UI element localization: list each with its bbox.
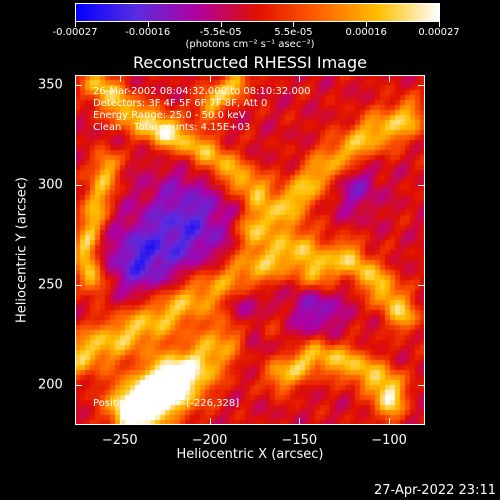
y-axis-tick [75,85,82,86]
y-axis-tick [418,185,425,186]
y-axis-tick [418,285,425,286]
x-axis-tick [389,418,391,425]
x-axis-tick [389,75,391,82]
colorbar-tick-label: 5.5e-05 [274,27,313,38]
x-tick-label: −100 [371,433,407,448]
x-tick-label: −200 [191,433,228,448]
colorbar-tick-label: -0.00027 [52,27,98,38]
colorbar-tick-label: 0.00027 [418,27,460,38]
colorbar-tick [75,22,76,27]
annotation-time-range: 26-Mar-2002 08:04:32.000 to 08:10:32.000 [93,86,311,97]
y-axis-label: Heliocentric Y (arcsec) [14,177,30,323]
annotation-energy-range: Energy Range: 25.0 - 50.0 keV [93,110,246,121]
x-axis-tick [299,418,301,425]
x-tick-label: −250 [102,433,138,448]
colorbar-tick-label: -0.00016 [125,27,171,38]
colorbar-tick [147,22,149,27]
y-axis-tick [75,285,82,286]
x-axis-tick [209,75,211,82]
colorbar-tick-label: 0.00016 [345,27,387,38]
footer-timestamp: 27-Apr-2022 23:11 [374,483,496,498]
annotation-peak-position: Position of Peak = [-226,328] [93,398,240,409]
y-axis-tick [75,185,82,186]
x-axis-tick [119,418,121,425]
colorbar-tick [220,22,222,27]
y-axis-tick [418,385,425,386]
x-axis-tick [299,75,301,82]
annotation-detectors: Detectors: 3F 4F 5F 6F 7F 8F, Att 0 [93,98,268,109]
x-axis-label: Heliocentric X (arcsec) [176,447,324,462]
y-axis-tick [418,85,425,86]
colorbar-unit-label: (photons cm⁻² s⁻¹ asec⁻²) [185,39,315,50]
colorbar [75,3,440,22]
y-axis-tick [75,385,82,386]
annotation-clean: Clean Total counts: 4.15E+03 [93,122,251,133]
y-tick-label: 300 [38,177,63,193]
x-tick-label: −150 [281,433,318,448]
y-tick-label: 200 [38,377,63,393]
colorbar-tick [439,22,440,27]
y-tick-label: 250 [38,277,63,293]
colorbar-tick [293,22,295,27]
heatmap-image[interactable] [75,75,425,425]
y-tick-label: 350 [38,77,63,93]
colorbar-tick [366,22,368,27]
x-axis-tick [209,418,211,425]
x-axis-tick [119,75,121,82]
chart-title: Reconstructed RHESSI Image [133,53,367,72]
colorbar-tick-label: -5.5e-05 [199,27,242,38]
